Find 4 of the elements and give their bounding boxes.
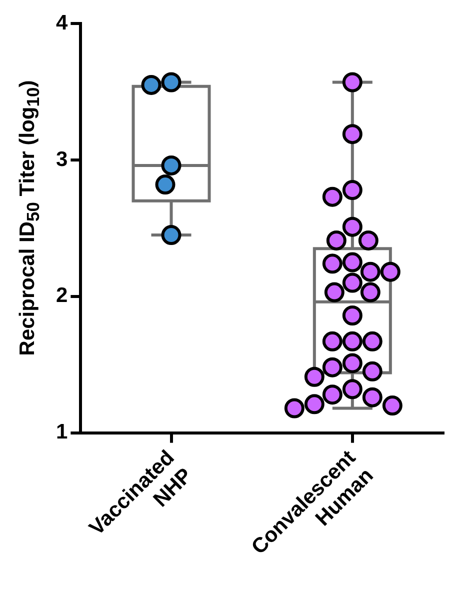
y-tick-label: 1 <box>56 420 68 444</box>
y-tick-label: 2 <box>56 284 68 308</box>
y-tick-label: 4 <box>56 11 68 34</box>
y-tick-label: 3 <box>56 148 68 171</box>
